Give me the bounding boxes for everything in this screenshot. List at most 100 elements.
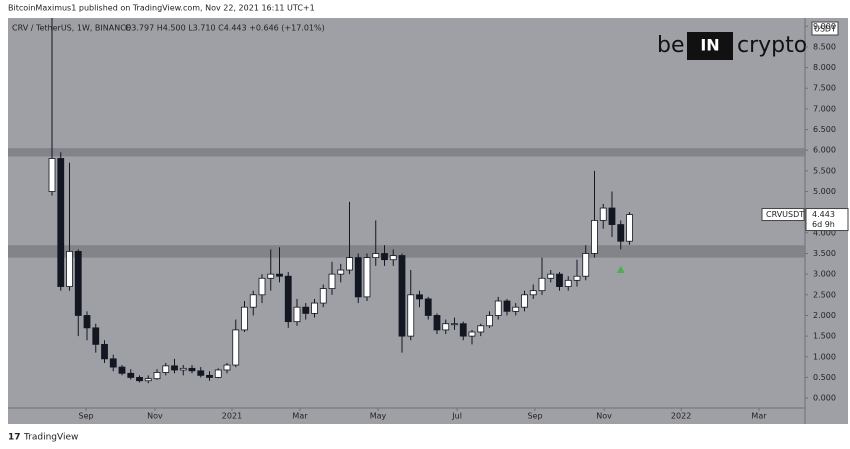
x-tick-label: Sep [527, 412, 542, 421]
candle-body [494, 300, 502, 316]
y-tick-label: 7.500 [813, 84, 836, 93]
candle-body [381, 253, 388, 261]
candle-body [459, 323, 467, 337]
candle-body [188, 367, 196, 372]
y-tick-label: 1.500 [813, 332, 836, 341]
candle-body [538, 277, 546, 292]
unit-box [811, 21, 839, 36]
candle-body [319, 288, 327, 304]
candle-body [626, 214, 633, 242]
candle-body [529, 290, 537, 296]
y-tick-label: 6.500 [813, 125, 836, 134]
y-tick-label: 2.000 [813, 311, 836, 320]
footer-icon: 17 [8, 433, 21, 443]
x-tick-label: Nov [147, 412, 163, 421]
logo: be IN crypto [657, 32, 807, 60]
candle-body [66, 251, 73, 287]
logo-text: crypto [737, 33, 807, 58]
signal-marker [616, 266, 625, 274]
y-tick-label: 4.000 [813, 228, 836, 237]
candle-body [477, 325, 485, 333]
candle-body [407, 294, 415, 337]
candle-body [521, 294, 528, 308]
candle-body [468, 331, 476, 337]
candle-body [293, 306, 301, 323]
y-tick-label: 0.000 [813, 394, 836, 403]
y-tick-label: 9.000 [813, 22, 836, 31]
price-label-symbol: CRVUSDT [766, 210, 804, 219]
x-tick-label: Nov [596, 412, 612, 421]
candle-body [608, 207, 616, 225]
candle-body [101, 343, 108, 360]
candle-body [486, 315, 493, 327]
price-label-value: 4.443 [812, 210, 835, 219]
candle-body [83, 315, 91, 329]
logo-text: be [657, 33, 685, 58]
ohlc-text: O3.797 H4.500 L3.710 C4.443 +0.646 (+17.… [125, 24, 325, 33]
candle-body [153, 372, 161, 380]
candle-body [162, 365, 170, 373]
candle-body [197, 370, 205, 376]
candle-body [284, 275, 292, 323]
x-tick-label: Jul [451, 412, 462, 421]
candle-body [372, 253, 380, 259]
y-unit: USDT [814, 25, 836, 34]
candle-body [74, 251, 82, 316]
candle-body [136, 377, 143, 382]
y-tick-label: 3.500 [813, 249, 836, 258]
candle-body [92, 327, 100, 345]
x-tick-label: May [370, 412, 387, 421]
candle-body [617, 224, 625, 242]
x-tick-label: Mar [292, 412, 308, 421]
publisher: BitcoinMaximus1 published on TradingView… [8, 4, 315, 13]
candle-body [354, 257, 362, 298]
candle-body [337, 269, 345, 275]
y-tick-label: 2.500 [813, 290, 836, 299]
candle-body [556, 273, 563, 287]
candle-body [564, 279, 572, 287]
candle-body [512, 306, 520, 312]
candle-body [144, 378, 152, 382]
x-tick-label: Sep [79, 412, 94, 421]
y-tick-label: 8.500 [813, 42, 836, 51]
candle-body [442, 323, 450, 331]
candle-body [171, 365, 178, 371]
candle-body [302, 306, 310, 314]
logo-box [687, 32, 733, 60]
price-label-countdown: 6d 9h [812, 220, 835, 229]
x-tick-label: 2022 [671, 412, 691, 421]
x-tick-label: Mar [751, 412, 767, 421]
candle-body [451, 323, 458, 326]
candle-body [591, 220, 598, 254]
zone [8, 148, 805, 157]
candle-body [424, 298, 432, 316]
candle-body [346, 257, 353, 271]
y-tick-label: 5.500 [813, 166, 836, 175]
price-label-value-box [805, 208, 849, 232]
candle-body [311, 302, 318, 314]
zone [8, 245, 805, 258]
candle-body [249, 294, 257, 308]
candle-body [267, 273, 275, 279]
chart-background [8, 18, 848, 424]
candle-body [599, 207, 607, 221]
candle-body [433, 315, 441, 331]
candle-body [363, 257, 371, 298]
x-tick-label: 2021 [222, 412, 242, 421]
candle-body [573, 275, 581, 281]
candle-body [582, 253, 590, 277]
candle-body [118, 366, 126, 374]
logo-text: IN [700, 36, 719, 55]
candle-body [503, 300, 511, 312]
candle-body [127, 372, 135, 378]
candle-body [258, 277, 266, 296]
candle-body [416, 294, 423, 300]
candle-body [232, 329, 240, 366]
candle-body [547, 273, 555, 279]
candle-body [109, 358, 117, 368]
y-tick-label: 8.000 [813, 63, 836, 72]
candle-body [48, 158, 56, 192]
plot-area [8, 18, 805, 384]
y-tick-label: 5.000 [813, 187, 836, 196]
